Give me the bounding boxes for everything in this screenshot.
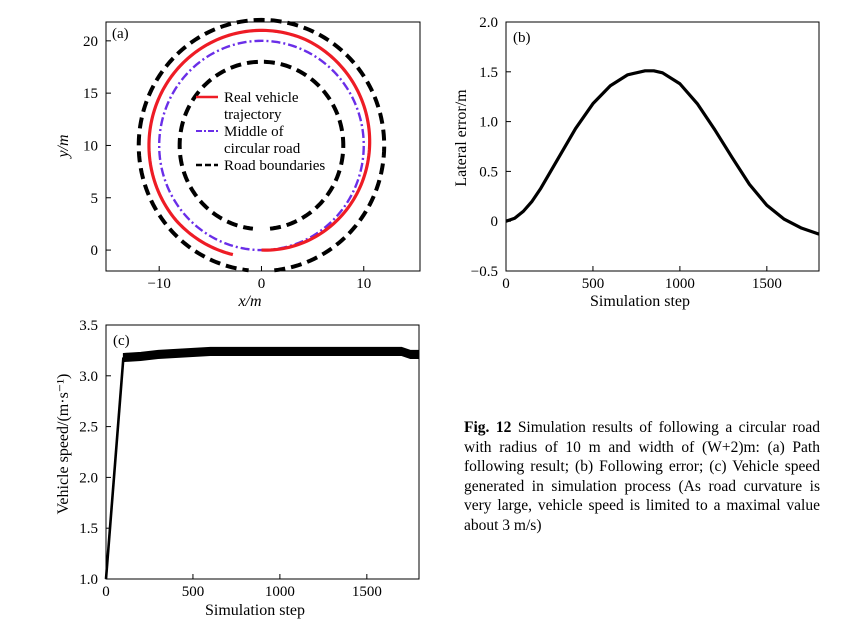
panel-c-ytick-label: 1.5 xyxy=(79,521,98,537)
panel-b-xtick-label: 1000 xyxy=(665,276,695,292)
panel-a-xtick-label: −10 xyxy=(147,276,170,292)
panel-c-label: (c) xyxy=(113,333,130,349)
panel-a-frame xyxy=(105,21,421,272)
panel-a-marks xyxy=(136,17,387,273)
panel-c-xtick-label: 500 xyxy=(182,584,205,600)
panel-c-axes: 0 500 1000 1500 1.0 1.5 2.0 2.5 3.0 3.5 xyxy=(79,318,382,600)
panel-c-frame xyxy=(105,324,420,580)
panel-c-xtick-label: 0 xyxy=(102,584,110,600)
panel-c-ytick-label: 2.5 xyxy=(79,420,98,436)
lateral-error-line xyxy=(505,69,820,236)
caption-label: Fig. 12 xyxy=(464,419,512,436)
panel-a-xtick-label: 10 xyxy=(356,276,371,292)
panel-a-ylabel: y/m xyxy=(55,134,72,159)
panel-b-ytick-label: −0.5 xyxy=(471,264,498,280)
panel-b-label: (b) xyxy=(513,30,531,46)
panel-b-xtick-label: 1500 xyxy=(752,276,782,292)
panel-b-lateral-error: 0 500 1000 1500−0.500.51.01.52.0 (b) Simula… xyxy=(453,15,820,310)
legend-entry: Real vehicle xyxy=(224,90,299,106)
panel-a-ytick-label: 20 xyxy=(83,34,98,50)
legend-entry: circular road xyxy=(224,141,301,157)
panel-b-ytick-label: 0 xyxy=(491,214,499,230)
panel-a-path-following: −10 0 10 0 5 10 15 20 (a) Real vehicletrajector… xyxy=(55,17,421,310)
panel-c-xtick-label: 1500 xyxy=(352,584,382,600)
panel-a-xtick-label: 0 xyxy=(258,276,266,292)
panel-b-xlabel: Simulation step xyxy=(590,293,690,310)
panel-c-ytick-label: 3.5 xyxy=(79,318,98,334)
panel-a-label: (a) xyxy=(112,26,129,42)
outer-road-boundary xyxy=(136,17,387,273)
panel-b-ytick-label: 0.5 xyxy=(479,164,498,180)
panel-b-frame xyxy=(505,21,820,272)
panel-a-ytick-label: 10 xyxy=(83,138,98,154)
panel-a-ytick-label: 0 xyxy=(91,243,99,259)
panel-b-marks xyxy=(505,69,820,236)
panel-c-xtick-label: 1000 xyxy=(265,584,295,600)
panel-b-axes: 0 500 1000 1500−0.500.51.01.52.0 xyxy=(471,15,782,292)
road-middle-line xyxy=(157,39,365,252)
panel-c-xlabel: Simulation step xyxy=(205,602,305,619)
caption-text: Simulation results of following a circul… xyxy=(464,419,820,534)
panel-b-xtick-label: 500 xyxy=(582,276,605,292)
panel-c-ytick-label: 3.0 xyxy=(79,369,98,385)
legend-entry: trajectory xyxy=(224,107,282,123)
real-vehicle-trajectory xyxy=(147,28,372,257)
panel-a-axes: −10 0 10 0 5 10 15 20 xyxy=(83,34,371,292)
vehicle-speed-ramp xyxy=(104,357,125,580)
panel-a-xlabel: x/m xyxy=(237,293,261,310)
panel-a-ytick-label: 15 xyxy=(83,86,98,102)
panel-a-ytick-label: 5 xyxy=(91,191,99,207)
panel-c-ylabel: Vehicle speed/(m·s⁻¹) xyxy=(55,374,72,515)
panel-b-ylabel: Lateral error/m xyxy=(453,89,470,187)
vehicle-speed-band xyxy=(122,346,420,363)
panel-c-ytick-label: 1.0 xyxy=(79,572,98,588)
figure-caption: Fig. 12 Simulation results of following … xyxy=(464,418,820,535)
panel-b-ytick-label: 2.0 xyxy=(479,15,498,31)
panel-b-ytick-label: 1.5 xyxy=(479,65,498,81)
panel-c-vehicle-speed: 0 500 1000 1500 1.0 1.5 2.0 2.5 3.0 3.5 (c) Simul… xyxy=(55,318,420,619)
panel-c-ytick-label: 2.0 xyxy=(79,470,98,486)
panel-b-ytick-label: 1.0 xyxy=(479,115,498,131)
panel-b-xtick-label: 0 xyxy=(502,276,510,292)
legend-entry: Road boundaries xyxy=(224,158,325,174)
legend-entry: Middle of xyxy=(224,124,284,140)
panel-c-marks xyxy=(104,346,420,580)
